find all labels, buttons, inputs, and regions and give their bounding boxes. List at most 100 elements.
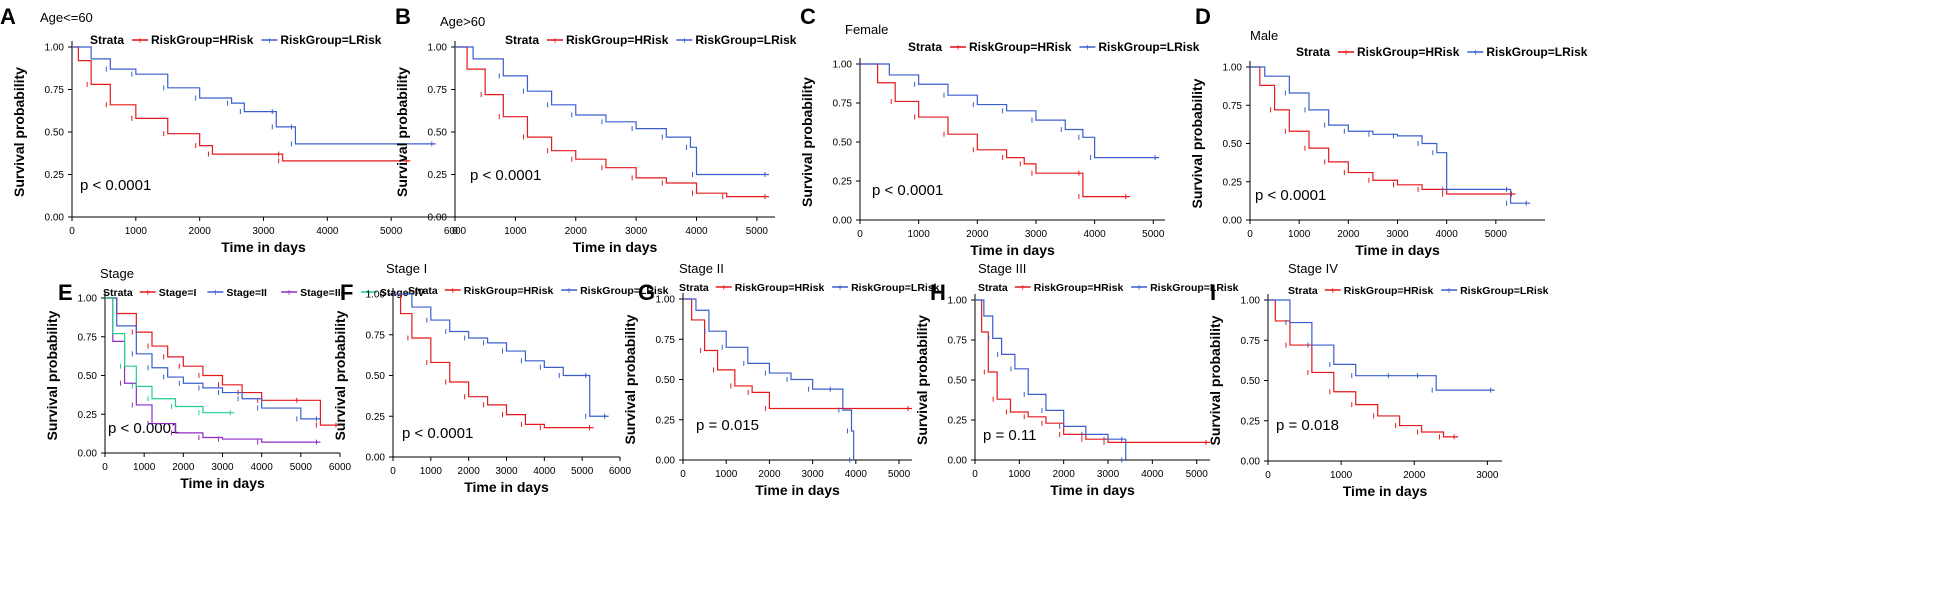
legend-entry: Stage=IV [380,287,425,299]
y-tick-label: 0.25 [1241,416,1261,427]
legend-title: Strata [408,285,438,297]
y-axis-label: Survival probability [1189,78,1205,208]
x-tick-label: 3000 [211,462,234,473]
y-axis-label: Survival probability [394,67,410,197]
panel-title: Male [1250,28,1278,43]
x-tick-label: 4000 [845,469,868,480]
legend-entry: RiskGroup=HRisk [1357,45,1460,59]
y-tick-label: 0.50 [948,376,968,387]
x-tick-label: 0 [390,466,396,477]
p-value: p = 0.11 [983,427,1037,444]
legend-marker: + [450,286,456,297]
x-tick-label: 1000 [420,466,443,477]
y-tick-label: 1.00 [656,295,676,306]
legend-title: Strata [505,33,539,47]
legend-title: Strata [103,287,133,299]
x-tick-label: 5000 [571,466,594,477]
y-tick-label: 1.00 [948,296,968,307]
p-value: p < 0.0001 [108,420,179,437]
x-axis-label: Time in days [1050,482,1135,498]
legend: Strata + Stage=I + Stage=II + Stage=III + Stage=… [103,287,425,299]
x-tick-label: 3000 [1097,469,1120,480]
legend-entry: RiskGroup=LRisk [280,33,381,47]
survival-curve [105,297,321,443]
legend-marker: + [1084,43,1090,54]
survival-curve [683,298,855,460]
y-axis-label: Survival probability [11,67,27,197]
x-tick-label: 4000 [685,226,708,237]
x-tick-label: 3000 [1025,229,1048,240]
y-tick-label: 0.50 [833,138,853,149]
x-tick-label: 1000 [908,229,931,240]
legend: Strata + RiskGroup=HRisk + RiskGroup=LRisk [1296,45,1588,59]
x-tick-label: 1000 [1008,469,1031,480]
y-tick-label: 0.00 [78,449,98,460]
y-tick-label: 0.00 [833,216,853,227]
x-tick-label: 5000 [290,462,313,473]
legend-marker: + [1330,286,1336,297]
panel-label: B [395,4,411,29]
y-tick-label: 0.00 [45,213,65,224]
x-tick-label: 2000 [458,466,481,477]
x-tick-label: 0 [1265,470,1271,481]
survival-curve [105,297,340,426]
survival-curve [1268,299,1459,438]
y-tick-label: 0.75 [833,99,853,110]
legend: Strata + RiskGroup=HRisk + RiskGroup=LRisk [505,33,797,47]
legend-marker: + [1446,286,1452,297]
panel-label: C [800,4,816,29]
panel-c: C Female Strata + RiskGroup=HRisk + RiskGroup=… [799,4,1200,258]
legend-marker: + [286,288,292,299]
y-tick-label: 0.50 [366,371,386,382]
panel-e: E Stage Strata + Stage=I + Stage=II + Stage=III +… [44,266,425,491]
p-value: p < 0.0001 [872,182,943,199]
legend-entry: RiskGroup=LRisk [695,33,796,47]
y-tick-label: 0.00 [1223,216,1243,227]
survival-curve [975,299,1127,460]
x-axis-label: Time in days [573,239,658,255]
y-tick-label: 0.25 [1223,177,1243,188]
panel-label: F [340,280,353,305]
y-tick-label: 0.25 [833,177,853,188]
legend-title: Strata [978,282,1008,294]
p-value: p < 0.0001 [1255,187,1326,204]
x-tick-label: 1000 [133,462,156,473]
x-tick-label: 2000 [1053,469,1076,480]
x-tick-label: 2000 [966,229,989,240]
y-tick-label: 0.50 [78,371,98,382]
y-axis-label: Survival probability [44,310,60,440]
legend-entry: RiskGroup=HRisk [969,40,1072,54]
p-value: p < 0.0001 [402,425,473,442]
legend-entry: Stage=I [159,287,197,299]
panel-i: I Stage IV Strata + RiskGroup=HRisk + RiskGrou… [1207,261,1549,499]
panel-h: H Stage III Strata + RiskGroup=HRisk + RiskGro… [914,261,1239,498]
x-tick-label: 0 [972,469,978,480]
x-tick-label: 3000 [1386,229,1409,240]
x-tick-label: 4000 [1141,469,1164,480]
survival-curve [105,297,321,420]
y-tick-label: 0.00 [948,456,968,467]
y-tick-label: 0.50 [1223,139,1243,150]
survival-curve [393,293,594,429]
y-tick-label: 1.00 [1223,63,1243,74]
legend-marker: + [266,36,272,47]
legend: Strata + RiskGroup=HRisk + RiskGroup=LRisk [908,40,1200,54]
x-tick-label: 2000 [565,226,588,237]
legend-entry: RiskGroup=HRisk [1034,282,1124,294]
y-axis-label: Survival probability [1207,315,1223,445]
x-tick-label: 5000 [888,469,911,480]
legend-marker: + [1020,283,1026,294]
legend-marker: + [955,43,961,54]
y-tick-label: 0.25 [78,410,98,421]
x-tick-label: 1000 [125,226,148,237]
panel-title: Age<=60 [40,10,93,25]
y-tick-label: 0.25 [948,416,968,427]
y-tick-label: 1.00 [366,290,386,301]
panel-f: F Stage I Strata + RiskGroup=HRisk + RiskGroup… [332,261,669,495]
survival-curve [455,46,769,198]
legend-marker: + [1472,48,1478,59]
x-tick-label: 4000 [251,462,274,473]
y-axis-label: Survival probability [622,314,638,444]
panel-g: G Stage II Strata + RiskGroup=HRisk + RiskGrou… [622,261,940,498]
